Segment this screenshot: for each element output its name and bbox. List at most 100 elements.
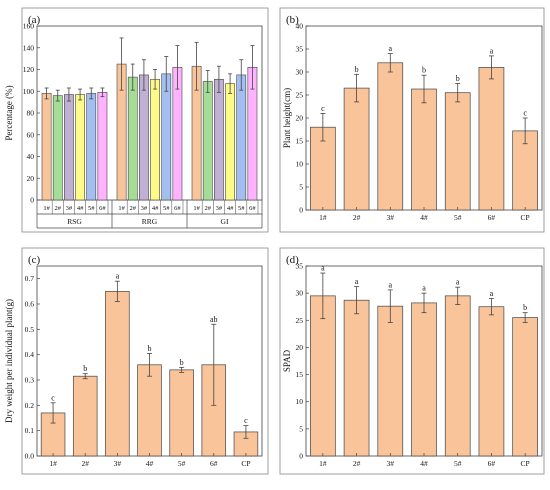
x-tick-label: 5# [178,459,186,468]
x-tick-label: 6# [174,205,181,212]
y-tick-label: 15 [296,137,304,146]
y-tick-label: 140 [23,43,35,52]
significance-letter: a [490,289,494,298]
bar [161,73,172,201]
significance-letter: c [51,393,55,402]
y-axis-label: Percentage (%) [4,85,14,140]
bar [512,317,538,457]
bar [444,92,471,211]
x-tick-label: CP [241,459,250,468]
significance-letter: b [148,344,152,353]
y-tick-label: 0.2 [25,401,35,410]
x-tick-label: 4# [420,459,428,468]
y-tick-label: 0.1 [25,426,35,435]
y-axis-label: SPAD [282,349,292,372]
x-tick-label: 3# [387,459,395,468]
panel-frame [21,7,269,233]
y-axis-label: Dry weight per individual plant(g) [4,299,14,423]
bar [377,305,404,457]
panel-label: (b) [286,14,299,26]
bar [343,299,370,457]
x-tick-label: 1# [193,205,200,212]
y-tick-label: 25 [296,316,304,325]
significance-letter: a [389,280,393,289]
significance-letter: a [456,278,460,287]
x-tick-label: CP [521,459,530,468]
bar [310,295,336,457]
panel-label: (c) [28,254,41,266]
y-tick-label: 0.7 [25,274,35,283]
panel-c: 0.0 0.1 0.2 0.3 0.4 0.5 0.6 0.7 Dry weight per i… [4,247,269,475]
bar [127,76,138,201]
y-tick-label: 0.0 [25,452,35,461]
x-tick-label: 3# [66,205,73,212]
significance-letter: a [490,46,494,55]
significance-letter: a [355,277,359,286]
y-tick-label: 100 [23,87,35,96]
x-tick-label: 4# [227,205,234,212]
panel-label: (d) [286,254,299,266]
panel-label: (a) [28,14,41,26]
y-tick-label: 5 [299,183,303,192]
y-tick-label: 10 [296,397,304,406]
significance-letter: c [321,104,325,113]
y-tick-label: 0 [30,196,34,205]
panel-b: 0 5 10 15 20 25 30 35 40 Plant height(cm) (b) c 1# b 2… [279,7,545,233]
x-tick-label: 2# [353,213,361,222]
bar [86,93,97,201]
bar [41,93,52,201]
significance-letter: a [116,272,120,281]
panel-frame [279,247,545,475]
panel-d: 0 5 10 15 20 25 30 35 SPAD (d) a 1# a 2# a 3# a 4# a 5# a 6# b… [279,247,545,475]
bar [97,92,108,201]
x-tick-label: 5# [454,459,462,468]
x-tick-label: 2# [353,459,361,468]
bar [150,78,160,201]
y-tick-label: 40 [27,152,35,161]
bar [478,67,505,211]
bar [411,88,437,211]
y-tick-label: 0.5 [25,325,35,334]
y-tick-label: 15 [296,370,304,379]
x-tick-label: 3# [216,205,223,212]
significance-letter: b [83,364,87,373]
bar [64,94,74,201]
x-tick-label: 1# [43,205,50,212]
y-tick-label: 80 [27,109,35,118]
y-axis-label: Plant height(cm) [282,88,292,148]
significance-letter: b [422,66,426,75]
y-tick-label: 30 [296,289,304,298]
y-tick-label: 40 [296,22,304,31]
panel-frame [21,247,269,475]
group-label: RSG [67,217,82,226]
y-tick-label: 35 [296,262,304,271]
x-tick-label: 4# [77,205,84,212]
y-tick-label: 0 [299,206,303,215]
x-tick-label: 3# [387,213,395,222]
x-tick-label: 3# [141,205,148,212]
x-tick-label: 2# [55,205,62,212]
panel-a: 0 20 40 60 80 100 120 140 160 Percentage (%) (a) RS… [4,7,269,233]
bar [225,83,235,201]
bar [214,78,224,201]
x-tick-label: 2# [81,459,89,468]
x-tick-label: 6# [249,205,256,212]
y-tick-label: 5 [299,424,303,433]
significance-letter: b [523,303,527,312]
bar [52,95,63,201]
bar [202,81,213,201]
x-tick-label: 5# [238,205,245,212]
x-tick-label: 5# [163,205,170,212]
bar [343,87,370,211]
significance-letter: c [244,416,248,425]
bar [169,369,194,457]
y-tick-label: 0.6 [25,300,35,309]
y-tick-label: 25 [296,91,304,100]
x-tick-label: 1# [49,459,57,468]
x-tick-label: 3# [114,459,122,468]
significance-letter: b [456,74,460,83]
x-tick-label: 2# [205,205,212,212]
y-tick-label: 160 [23,22,35,31]
x-tick-label: 6# [99,205,106,212]
significance-letter: b [355,65,359,74]
